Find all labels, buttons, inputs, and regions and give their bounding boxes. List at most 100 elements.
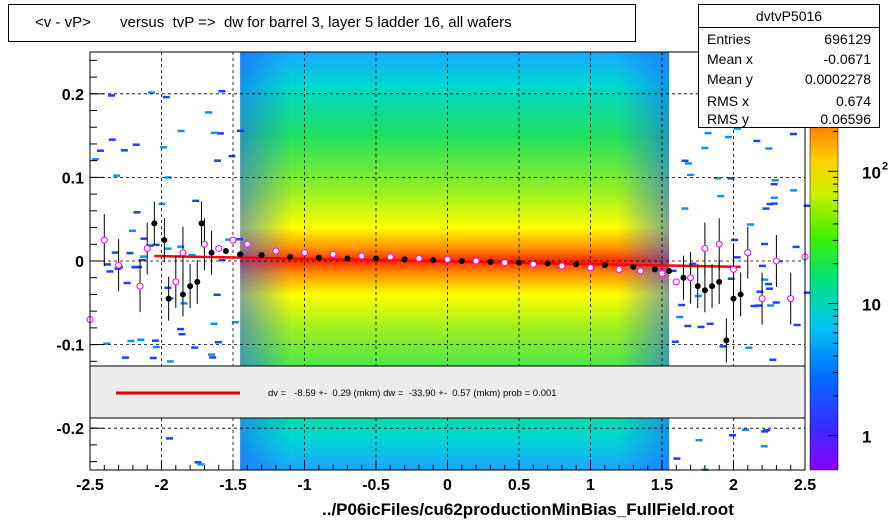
y-tick-label: 0.1	[62, 170, 84, 187]
heatmap-cell	[724, 135, 732, 139]
heatmap-cell	[733, 256, 741, 259]
fit-legend: dv = -8.59 +- 0.29 (mkm) dw = -33.90 +- …	[89, 365, 806, 419]
heatmap-cell	[706, 322, 714, 326]
heatmap-cell	[694, 294, 702, 298]
heatmap-cell	[741, 428, 749, 432]
profile-black-point	[222, 247, 229, 254]
heatmap-cell	[218, 89, 226, 93]
profile-magenta-point	[529, 260, 537, 268]
heatmap-cell	[214, 340, 222, 344]
heatmap-cell	[131, 265, 139, 269]
heatmap-cell	[177, 245, 185, 248]
profile-black-point	[709, 283, 716, 290]
heatmap-cell	[792, 245, 800, 249]
heatmap-cell	[745, 346, 753, 350]
heatmap-cell	[207, 353, 215, 356]
stats-row-rms-x: RMS x 0.674	[707, 91, 871, 111]
profile-magenta-point	[329, 250, 337, 258]
palette-tick-exponent: 2	[882, 160, 888, 172]
profile-magenta-point	[386, 253, 394, 261]
stats-row-mean-x: Mean x -0.0671	[707, 49, 871, 69]
stats-row-entries: Entries 696129	[707, 29, 871, 49]
fit-legend-text: dv = -8.59 +- 0.29 (mkm) dw = -33.90 +- …	[268, 388, 557, 399]
profile-magenta-point	[472, 257, 480, 265]
x-tick-label: 2.5	[794, 477, 816, 494]
x-axis-file-label: ../P06icFiles/cu62productionMinBias_Full…	[322, 500, 734, 519]
profile-magenta-point	[744, 249, 752, 257]
heatmap-cell	[789, 132, 797, 136]
profile-black-point	[601, 262, 608, 269]
profile-black-point	[680, 274, 687, 281]
x-tick-label: -2.5	[76, 477, 104, 494]
profile-magenta-point	[444, 255, 451, 263]
heatmap-cell	[719, 345, 727, 348]
heatmap-cell	[746, 223, 754, 226]
heatmap-cell	[103, 342, 111, 345]
heatmap-cell	[146, 244, 154, 247]
profile-magenta-point	[558, 262, 566, 270]
heatmap-cell	[225, 238, 233, 241]
heatmap-cell	[717, 194, 725, 198]
heatmap-cell	[228, 154, 236, 158]
profile-magenta-point	[701, 244, 709, 252]
heatmap-cell	[755, 304, 763, 307]
heatmap-cell	[140, 237, 148, 240]
heatmap-cell	[671, 340, 679, 344]
profile-black-point	[730, 295, 737, 302]
heatmap-cell	[133, 211, 141, 214]
heatmap-cell	[178, 332, 186, 336]
heatmap-cell	[120, 149, 128, 152]
x-tick-label: 2	[729, 477, 738, 494]
profile-black-point	[544, 260, 551, 267]
heatmap-cell	[753, 139, 761, 143]
profile-magenta-point	[136, 282, 144, 290]
heatmap-cell	[678, 303, 686, 307]
heatmap-cell	[758, 264, 766, 268]
x-tick-label: 0.5	[508, 477, 530, 494]
heatmap-cell	[765, 147, 773, 150]
profile-black-point	[258, 252, 265, 259]
heatmap-cell	[111, 251, 119, 254]
stats-key: Mean x	[707, 51, 753, 67]
heatmap-cell	[704, 131, 712, 135]
profile-magenta-point	[179, 249, 187, 257]
profile-magenta-point	[243, 240, 251, 248]
y-tick-label: -0.1	[56, 338, 84, 355]
stats-value: 696129	[824, 31, 871, 47]
profile-black-point	[187, 283, 194, 290]
profile-magenta-point	[200, 240, 208, 248]
heatmap-cell	[108, 94, 116, 97]
profile-black-point	[723, 337, 730, 344]
heatmap-cell	[236, 129, 244, 133]
profile-black-point	[694, 283, 701, 290]
profile-magenta-point	[658, 270, 666, 278]
heatmap-cell	[695, 438, 703, 442]
profile-magenta-point	[758, 295, 766, 303]
heatmap-cell	[218, 258, 226, 262]
heatmap-cell	[180, 302, 188, 305]
y-tick-label: -0.2	[56, 421, 84, 438]
heatmap-cell	[132, 143, 140, 146]
stats-value: 0.06596	[820, 111, 871, 127]
profile-black-point	[487, 258, 494, 265]
profile-black-point	[237, 251, 244, 258]
heatmap-cell	[214, 159, 222, 162]
heatmap-cell	[205, 111, 213, 114]
palette-tick-label: 10	[862, 295, 881, 314]
profile-black-point	[737, 291, 744, 298]
profile-magenta-point	[100, 236, 108, 244]
stats-key: RMS x	[707, 93, 749, 109]
profile-black-point	[151, 220, 158, 227]
heatmap-cell	[756, 290, 764, 293]
profile-magenta-point	[229, 236, 237, 244]
profile-black-point	[630, 263, 637, 270]
profile-black-point	[458, 258, 465, 264]
stats-key: Entries	[707, 31, 751, 47]
heatmap-cell	[194, 461, 202, 464]
heatmap-cell	[103, 263, 111, 266]
heatmap-cell	[681, 159, 689, 163]
axes: -2.5 -2 -1.5 -1 -0.5 0 0.5 1 1.5 2 2.5 0.2 0.1 0 -0.1 -…	[56, 59, 816, 494]
profile-black-point	[716, 278, 723, 285]
